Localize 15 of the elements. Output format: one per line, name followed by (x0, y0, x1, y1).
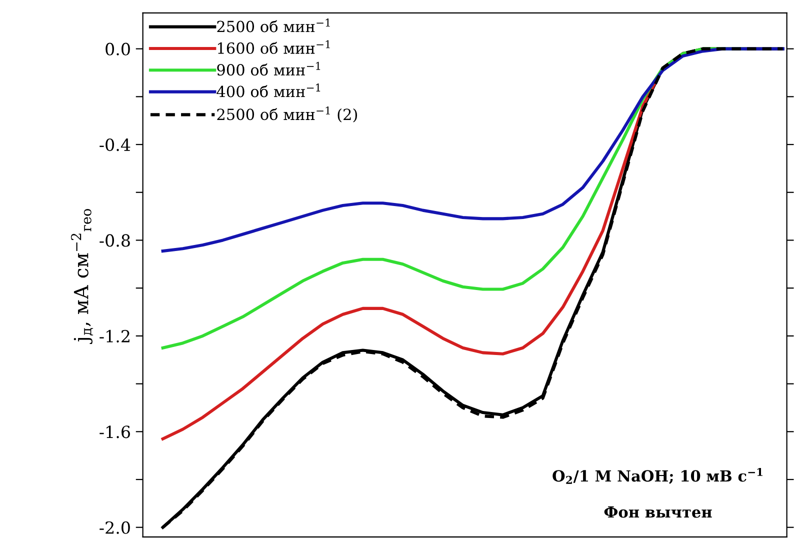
legend-label: 900 об мин$^{−1}$ (217, 62, 320, 76)
y-tick-label: -2.0 (100, 521, 130, 534)
legend-label: 2500 об мин$^{−1}$ (217, 18, 330, 32)
annotation: O$_{2}$/1 M NaOH; 10 мВ с$^{−1}$ (552, 468, 762, 484)
legend-label: 2500 об мин$^{−1}$ (2) (217, 106, 358, 122)
legend-label: 400 об мин$^{−1}$ (216, 84, 320, 98)
y-axis-title: j$_{д}$, мА см$^{−2}$$_{гео}$ (70, 208, 94, 344)
y-tick-label: -1.2 (100, 330, 130, 342)
y-tick-label: -1.6 (100, 426, 130, 438)
legend-label: 1600 об мин$^{−1}$ (218, 40, 330, 54)
y-tick-label: -0.4 (100, 138, 130, 152)
y-tick-label: -0.8 (100, 234, 130, 247)
y-tick-label: 0.0 (106, 42, 130, 56)
line-series (161, 52, 684, 440)
annotation: Фон вычтен (604, 506, 712, 518)
